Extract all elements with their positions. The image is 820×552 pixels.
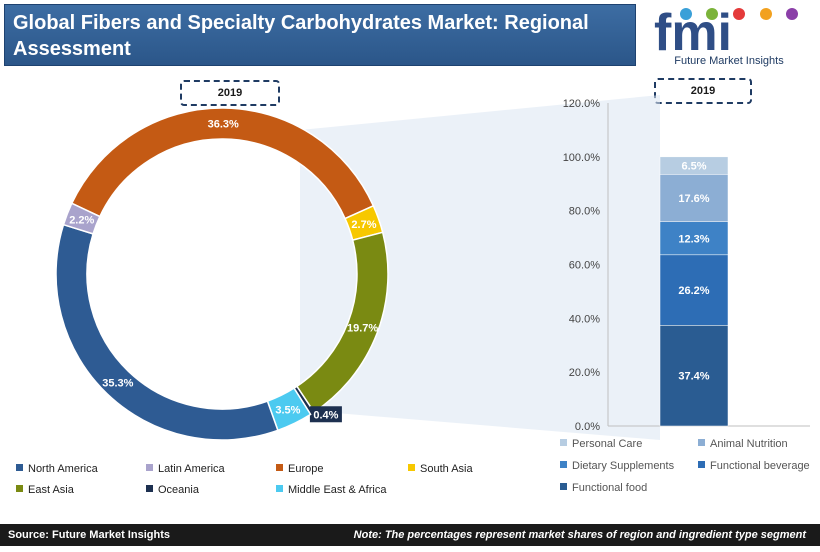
- legend-item-south-asia: South Asia: [408, 463, 473, 475]
- donut-data-label: 35.3%: [102, 378, 133, 390]
- chart-canvas: 36.3% 2.7% 19.7% 0.4% 3.5% 35.3% 2.2% 0.0% 20.0…: [55, 95, 810, 441]
- logo-text: fmi: [654, 4, 732, 62]
- bar-data-label: 6.5%: [681, 161, 706, 173]
- y-tick-label: 120.0%: [563, 98, 601, 110]
- logo-caption: Future Market Insights: [674, 55, 784, 67]
- y-tick-label: 100.0%: [563, 152, 601, 164]
- bar-data-label: 37.4%: [678, 371, 709, 383]
- legend-item-dietary-supplements: Dietary Supplements: [560, 460, 674, 472]
- legend-swatch: [16, 485, 23, 492]
- legend-label: Europe: [288, 463, 324, 475]
- connector-shape: [300, 95, 660, 440]
- donut-data-label: 2.2%: [69, 214, 94, 226]
- legend-label: North America: [28, 463, 98, 475]
- legend-label: South Asia: [420, 463, 473, 475]
- legend-label: Personal Care: [572, 438, 643, 450]
- bar-segment-personal-care: [659, 156, 729, 175]
- donut-label-box: [309, 406, 342, 423]
- donut-chart: 36.3% 2.7% 19.7% 0.4% 3.5% 35.3% 2.2%: [55, 107, 389, 441]
- stacked-bar-chart: 0.0% 20.0% 40.0% 60.0% 80.0% 100.0% 120.0% 37.4…: [563, 98, 810, 433]
- donut-data-label: 3.5%: [275, 404, 300, 416]
- donut-data-label: 36.3%: [208, 119, 239, 131]
- donut-slice-north-america: [55, 223, 279, 441]
- logo-dot-icon: [680, 8, 692, 20]
- logo-dot-icon: [760, 8, 772, 20]
- y-tick-label: 80.0%: [569, 206, 600, 218]
- y-tick-label: 40.0%: [569, 313, 600, 325]
- bar-segment-functional-beverage: [659, 254, 729, 326]
- legend-item-animal-nutrition: Animal Nutrition: [698, 438, 788, 450]
- bar-segment-animal-nutrition: [659, 174, 729, 222]
- y-tick-label: 60.0%: [569, 260, 600, 272]
- page-title: Global Fibers and Specialty Carbohydrate…: [4, 4, 636, 66]
- bar-year-label: 2019: [654, 78, 752, 104]
- y-tick-label: 0.0%: [575, 421, 600, 433]
- legend-swatch: [276, 485, 283, 492]
- logo-dot-icon: [733, 8, 745, 20]
- fmi-logo: fmi: [654, 4, 798, 62]
- legend-label: East Asia: [28, 484, 74, 496]
- footer-bar: Source: Future Market Insights Note: The…: [0, 524, 820, 546]
- legend-item-personal-care: Personal Care: [560, 438, 642, 450]
- legend-label: Dietary Supplements: [572, 460, 675, 472]
- donut-slice-latin-america: [62, 202, 101, 235]
- legend-swatch: [560, 461, 567, 468]
- donut-data-label: 19.7%: [347, 323, 378, 335]
- legend-swatch: [408, 464, 415, 471]
- bar-segment-dietary-supplements: [659, 221, 729, 256]
- legend-label: Latin America: [158, 463, 225, 475]
- legend-item-middle-east-africa: Middle East & Africa: [276, 484, 386, 496]
- legend-item-europe: Europe: [276, 463, 323, 475]
- legend-swatch: [698, 461, 705, 468]
- legend-label: Functional food: [572, 482, 648, 494]
- logo-dot-icon: [706, 8, 718, 20]
- legend-swatch: [698, 439, 705, 446]
- legend-item-north-america: North America: [16, 463, 98, 475]
- legend-label: Animal Nutrition: [710, 438, 788, 450]
- legend-swatch: [146, 485, 153, 492]
- donut-year-label: 2019: [180, 80, 280, 106]
- legend-swatch: [560, 483, 567, 490]
- legend-swatch: [560, 439, 567, 446]
- bar-data-label: 26.2%: [678, 285, 709, 297]
- bar-data-label: 17.6%: [678, 193, 709, 205]
- footer-note: Note: The percentages represent market s…: [353, 529, 806, 541]
- legend-item-oceania: Oceania: [146, 484, 199, 496]
- legend-item-functional-food: Functional food: [560, 482, 647, 494]
- logo-dot-icon: [786, 8, 798, 20]
- legend-item-functional-beverage: Functional beverage: [698, 460, 810, 472]
- legend-item-latin-america: Latin America: [146, 463, 225, 475]
- legend-label: Oceania: [158, 484, 199, 496]
- donut-data-label: 0.4%: [313, 409, 338, 421]
- legend-swatch: [146, 464, 153, 471]
- legend-label: Middle East & Africa: [288, 484, 387, 496]
- y-tick-label: 20.0%: [569, 367, 600, 379]
- legend-swatch: [276, 464, 283, 471]
- legend-swatch: [16, 464, 23, 471]
- footer-source: Source: Future Market Insights: [8, 529, 170, 541]
- bar-data-label: 12.3%: [678, 233, 709, 245]
- legend-label: Functional beverage: [710, 460, 810, 472]
- donut-data-label: 2.7%: [351, 219, 376, 231]
- legend-item-east-asia: East Asia: [16, 484, 74, 496]
